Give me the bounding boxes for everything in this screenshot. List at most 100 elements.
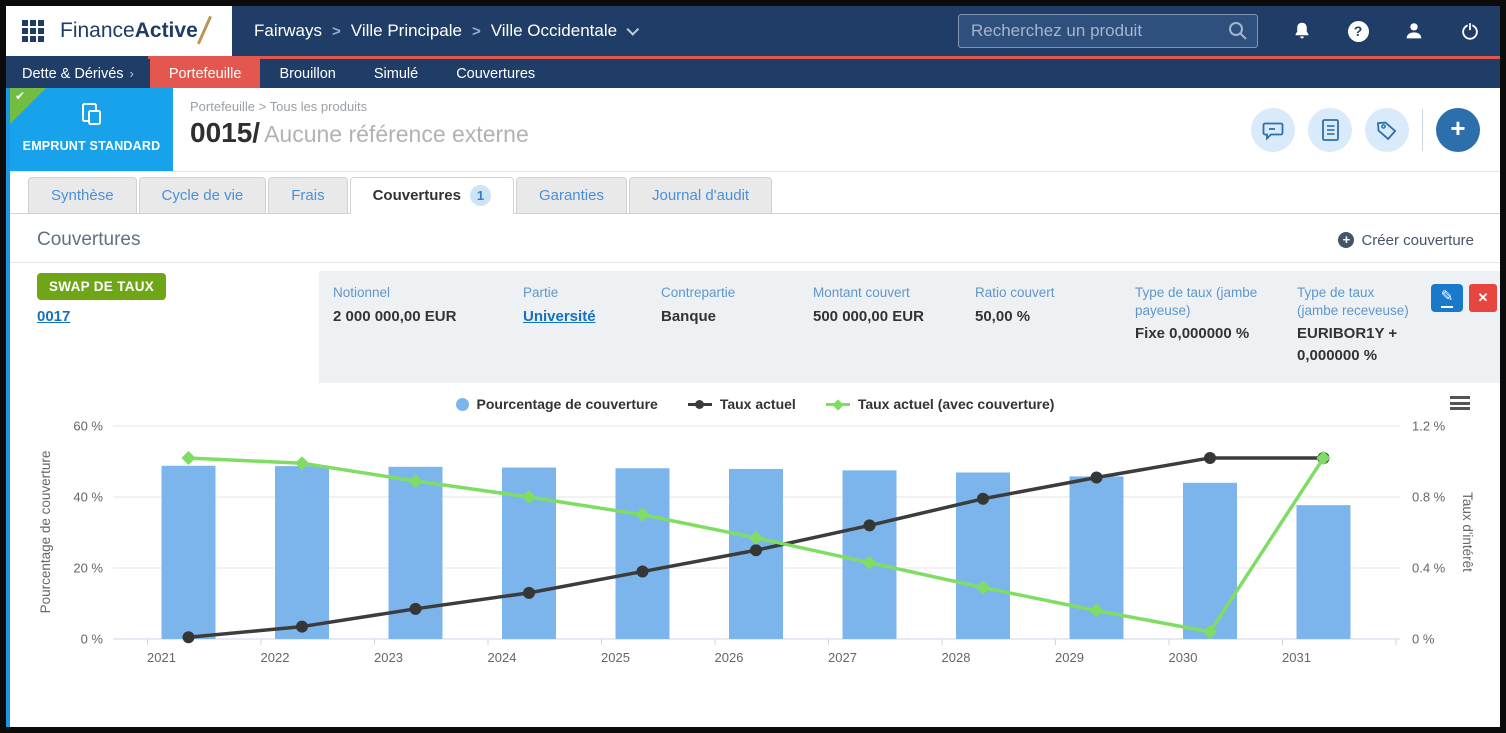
help-icon[interactable] xyxy=(1346,19,1370,43)
create-coverage-button[interactable]: Créer couverture xyxy=(1338,232,1474,249)
tab-journal-d-audit[interactable]: Journal d'audit xyxy=(629,177,772,214)
add-button[interactable] xyxy=(1436,108,1480,152)
nav-item-brouillon[interactable]: Brouillon xyxy=(260,59,354,88)
nav-item-portefeuille[interactable]: Portefeuille xyxy=(150,59,261,88)
breadcrumb-item-2[interactable]: Ville Principale xyxy=(351,21,462,41)
page-title: 0015/Aucune référence externe xyxy=(190,117,529,149)
product-type-tile: EMPRUNT STANDARD xyxy=(10,88,173,171)
nav-item-simulé[interactable]: Simulé xyxy=(355,59,437,88)
point-2024[interactable] xyxy=(523,587,535,599)
comment-button[interactable] xyxy=(1251,108,1295,152)
app-grid-icon[interactable] xyxy=(22,20,44,42)
left-axis-tick: 60 % xyxy=(73,420,103,434)
point-2021[interactable] xyxy=(183,631,195,643)
tab-frais[interactable]: Frais xyxy=(268,177,347,214)
field-label: Notionnel xyxy=(333,284,511,302)
tab-count-badge: 1 xyxy=(470,185,491,206)
legend-item-2[interactable]: Taux actuel xyxy=(688,396,796,412)
tab-synth-se[interactable]: Synthèse xyxy=(28,177,137,214)
point-2023[interactable] xyxy=(410,603,422,615)
document-icon xyxy=(1319,118,1341,142)
right-axis-tick: 0.4 % xyxy=(1412,561,1446,576)
field-value[interactable]: Université xyxy=(523,306,649,328)
nav-item-couvertures[interactable]: Couvertures xyxy=(437,59,554,88)
plus-icon xyxy=(1338,232,1354,248)
field-6: Type de taux (jambe payeuse) Fixe 0,00000… xyxy=(1135,284,1285,370)
module-navbar: Dette & Dérivés› PortefeuilleBrouillonSi… xyxy=(6,59,1500,88)
right-axis-title: Taux d'intérêt xyxy=(1460,492,1475,572)
field-1: Notionnel2 000 000,00 EUR xyxy=(333,284,511,370)
chevron-down-icon[interactable] xyxy=(627,23,640,36)
field-value: 50,00 % xyxy=(975,306,1123,328)
breadcrumb-item-1[interactable]: Fairways xyxy=(254,21,322,41)
module-menu-dette-derives[interactable]: Dette & Dérivés› xyxy=(6,59,150,88)
field-label: Type de taux (jambe payeuse) xyxy=(1135,284,1285,319)
tab-garanties[interactable]: Garanties xyxy=(516,177,627,214)
tab-label: Journal d'audit xyxy=(652,178,749,213)
point-2022[interactable] xyxy=(296,621,308,633)
chart-menu-icon[interactable] xyxy=(1450,396,1470,413)
product-id: 0015/ xyxy=(190,117,260,148)
bell-icon[interactable] xyxy=(1290,19,1314,43)
breadcrumb-separator: > xyxy=(332,23,341,40)
x-axis-label: 2024 xyxy=(488,650,517,665)
documents-button[interactable] xyxy=(1308,108,1352,152)
right-axis-tick: 0 % xyxy=(1412,632,1435,647)
point-2030[interactable] xyxy=(1204,452,1216,464)
breadcrumb-separator: > xyxy=(472,23,481,40)
point-2027[interactable] xyxy=(864,519,876,531)
legend-item-1[interactable]: Pourcentage de couverture xyxy=(456,396,658,412)
field-label: Ratio couvert xyxy=(975,284,1123,302)
bar-2027[interactable] xyxy=(843,470,897,639)
field-7: Type de taux (jambe receveuse)EURIBOR1Y … xyxy=(1297,284,1419,370)
tab-couvertures[interactable]: Couvertures1 xyxy=(350,177,514,214)
edit-coverage-button[interactable] xyxy=(1431,284,1463,312)
search-icon[interactable] xyxy=(1227,20,1249,42)
tab-label: Garanties xyxy=(539,178,604,213)
x-axis-label: 2021 xyxy=(147,650,176,665)
field-2: PartieUniversité xyxy=(523,284,649,370)
field-value: EURIBOR1Y + 0,000000 % xyxy=(1297,323,1419,367)
product-reference: Aucune référence externe xyxy=(264,121,529,147)
x-axis-label: 2023 xyxy=(374,650,403,665)
point-2021[interactable] xyxy=(181,451,195,465)
user-icon[interactable] xyxy=(1402,19,1426,43)
search-wrapper xyxy=(958,14,1258,48)
point-2028[interactable] xyxy=(977,493,989,505)
bar-2021[interactable] xyxy=(162,466,216,639)
legend-label: Pourcentage de couverture xyxy=(477,396,658,412)
comment-icon xyxy=(1261,118,1285,142)
point-2026[interactable] xyxy=(750,544,762,556)
point-2025[interactable] xyxy=(637,566,649,578)
product-header: EMPRUNT STANDARD Portefeuille > Tous les… xyxy=(10,88,1500,172)
x-axis-label: 2027 xyxy=(828,650,857,665)
field-3: ContrepartieBanque xyxy=(661,284,801,370)
coverage-type-badge: SWAP DE TAUX xyxy=(37,273,166,300)
coverage-id-link[interactable]: 0017 xyxy=(37,308,319,325)
bar-2025[interactable] xyxy=(616,468,670,639)
power-icon[interactable] xyxy=(1458,19,1482,43)
tags-button[interactable] xyxy=(1365,108,1409,152)
product-breadcrumb: Portefeuille > Tous les produits xyxy=(190,99,529,114)
legend-marker-line xyxy=(826,398,850,411)
bar-2031[interactable] xyxy=(1297,505,1351,639)
legend-item-3[interactable]: Taux actuel (avec couverture) xyxy=(826,396,1055,412)
search-input[interactable] xyxy=(958,14,1258,48)
x-axis-label: 2031 xyxy=(1282,650,1311,665)
product-type-label: EMPRUNT STANDARD xyxy=(10,139,173,153)
breadcrumb: Fairways > Ville Principale > Ville Occident… xyxy=(254,21,638,41)
breadcrumb-item-3[interactable]: Ville Occidentale xyxy=(491,21,617,41)
field-label: Montant couvert xyxy=(813,284,963,302)
point-2029[interactable] xyxy=(1091,471,1103,483)
bar-2030[interactable] xyxy=(1183,483,1237,639)
legend-marker-line xyxy=(688,398,712,411)
product-actions xyxy=(1251,88,1500,171)
field-value: Fixe 0,000000 % xyxy=(1135,323,1285,345)
tab-cycle-de-vie[interactable]: Cycle de vie xyxy=(139,177,267,214)
app-logo[interactable]: FinanceActive xyxy=(6,6,232,56)
bar-2022[interactable] xyxy=(275,466,329,639)
chart-legend: Pourcentage de couverture Taux actuel Taux… xyxy=(10,396,1500,412)
field-4: Montant couvert500 000,00 EUR xyxy=(813,284,963,370)
x-axis-label: 2028 xyxy=(942,650,971,665)
delete-coverage-button[interactable] xyxy=(1469,284,1497,312)
